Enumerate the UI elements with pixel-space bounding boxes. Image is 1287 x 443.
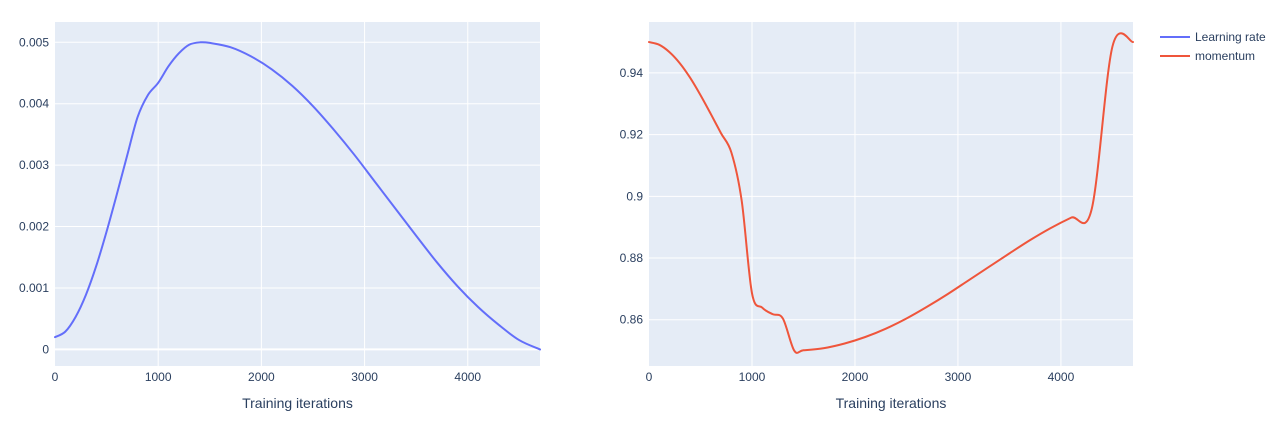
- chart-panel-left: 0 1000 2000 3000 4000 0 0.001 0.002 0.003 0.004 0.…: [19, 22, 541, 411]
- y-tick-label: 0.002: [19, 220, 49, 234]
- x-tick-label: 2000: [842, 370, 869, 384]
- x-tick-label: 0: [52, 370, 59, 384]
- y-tick-label: 0: [42, 342, 49, 356]
- x-tick-label: 0: [646, 370, 653, 384]
- series-line-momentum: [648, 32, 1134, 354]
- plot-area: [649, 22, 1133, 366]
- plot-area: [55, 22, 540, 366]
- legend-item-learning-rate[interactable]: Learning rate: [1160, 30, 1266, 44]
- x-tick-label: 1000: [145, 370, 172, 384]
- legend-label: momentum: [1195, 49, 1255, 63]
- y-tick-label: 0.003: [19, 158, 49, 172]
- legend: Learning rate momentum: [1160, 30, 1266, 63]
- y-tick-label: 0.001: [19, 281, 49, 295]
- x-tick-label: 3000: [945, 370, 972, 384]
- x-axis-title: Training iterations: [836, 395, 947, 411]
- y-tick-label: 0.86: [620, 313, 644, 327]
- x-tick-label: 4000: [454, 370, 481, 384]
- chart-panel-right: 0 1000 2000 3000 4000 0.86 0.88 0.9 0.92 0.94 Trai…: [620, 22, 1134, 411]
- y-tick-label: 0.9: [626, 189, 643, 203]
- x-tick-label: 3000: [351, 370, 378, 384]
- y-tick-label: 0.92: [620, 128, 644, 142]
- x-axis-title: Training iterations: [242, 395, 353, 411]
- x-tick-label: 2000: [248, 370, 275, 384]
- y-tick-label: 0.88: [620, 251, 644, 265]
- legend-label: Learning rate: [1195, 30, 1266, 44]
- legend-item-momentum[interactable]: momentum: [1160, 49, 1255, 63]
- x-tick-label: 1000: [739, 370, 766, 384]
- y-tick-label: 0.005: [19, 35, 49, 49]
- x-tick-label: 4000: [1048, 370, 1075, 384]
- y-tick-label: 0.94: [620, 66, 644, 80]
- y-tick-label: 0.004: [19, 97, 49, 111]
- series-line-learning-rate: [54, 41, 541, 351]
